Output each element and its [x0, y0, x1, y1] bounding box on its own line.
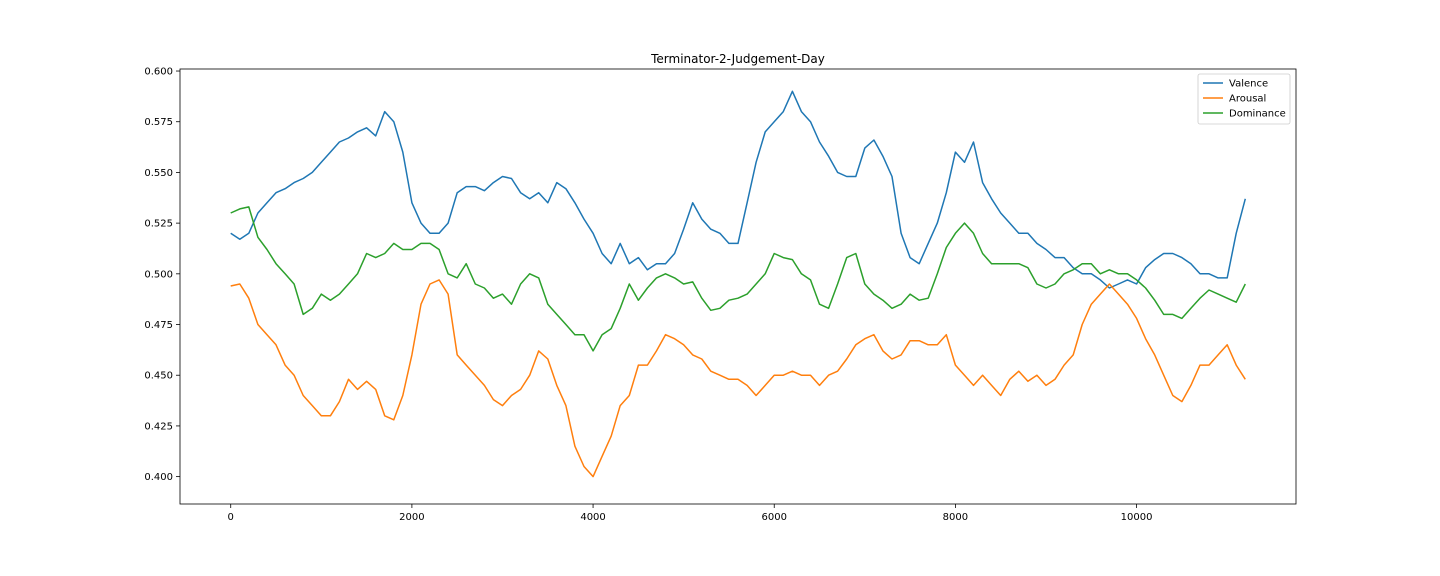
x-tick-label: 8000: [943, 512, 968, 523]
x-tick-label: 2000: [399, 512, 424, 523]
y-tick-label: 0.400: [144, 472, 173, 483]
legend-label-dominance: Dominance: [1229, 109, 1286, 120]
y-tick-label: 0.450: [144, 371, 173, 382]
x-tick-label: 0: [228, 512, 234, 523]
series-line-valence: [230, 90, 1247, 289]
legend: Valence Arousal Dominance: [1197, 73, 1291, 125]
y-tick-label: 0.525: [144, 219, 173, 230]
series-line-dominance: [230, 206, 1246, 352]
y-tick-label: 0.475: [144, 320, 173, 331]
x-tick-label: 10000: [1121, 512, 1153, 523]
x-tick-label: 6000: [762, 512, 787, 523]
chart-title: Terminator-2-Judgement-Day: [650, 52, 825, 66]
y-tick-label: 0.500: [144, 269, 173, 280]
legend-label-valence: Valence: [1229, 79, 1268, 90]
legend-box: [1197, 73, 1291, 125]
y-tick-label: 0.550: [144, 168, 173, 179]
y-tick-label: 0.425: [144, 421, 173, 432]
y-tick-label: 0.575: [144, 117, 173, 128]
axes-layer: 0 2000 4000 6000 8000 10000 0.400 0.425 0.450 0.4…: [144, 67, 1152, 523]
x-tick-label: 4000: [580, 512, 605, 523]
legend-label-arousal: Arousal: [1229, 94, 1266, 105]
series-line-arousal: [230, 279, 1246, 478]
series-layer: [230, 90, 1247, 478]
plot-area-frame: [179, 68, 1297, 505]
y-tick-label: 0.600: [144, 67, 173, 78]
